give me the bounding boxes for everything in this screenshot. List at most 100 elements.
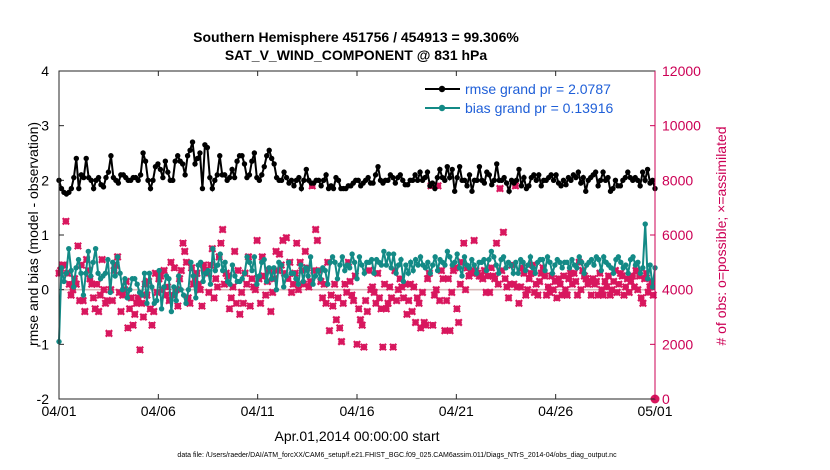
data-file-footer: data file: /Users/raeder/DAI/ATM_forcXX/… <box>177 452 617 459</box>
bias-point <box>249 267 255 274</box>
bias-point <box>527 254 534 260</box>
obs-marker <box>602 282 611 291</box>
obs-marker <box>117 307 125 316</box>
rmse-point <box>291 183 297 189</box>
bias-point <box>310 281 316 287</box>
bias-point <box>356 254 363 260</box>
bias-point <box>513 259 519 266</box>
rmse-point <box>437 166 443 173</box>
obs-marker <box>370 288 379 297</box>
obs-marker <box>571 277 580 286</box>
obs-marker <box>594 291 603 300</box>
bias-point <box>630 254 636 260</box>
rmse-point <box>370 180 376 186</box>
bias-point <box>549 270 556 276</box>
obs-marker <box>346 277 355 286</box>
obs-marker <box>170 263 179 272</box>
obs-marker <box>351 272 360 280</box>
bias-point <box>303 265 309 271</box>
bias-point <box>642 221 648 227</box>
rmse-point <box>637 183 643 189</box>
rmse-point <box>553 172 559 178</box>
obs-marker <box>618 272 627 280</box>
bias-point <box>332 259 338 266</box>
obs-marker <box>337 337 346 346</box>
bias-point <box>466 265 473 271</box>
obs-marker <box>80 307 89 316</box>
bias-point <box>154 297 160 304</box>
obs-marker <box>385 282 394 291</box>
bias-point <box>515 270 521 276</box>
bias-point <box>244 254 250 260</box>
bias-point <box>180 292 187 298</box>
rmse-point <box>58 185 65 192</box>
bias-point <box>456 265 463 271</box>
bias-point <box>229 262 236 268</box>
obs-marker <box>129 321 138 330</box>
obs-marker <box>344 258 353 267</box>
bias-point <box>171 284 177 290</box>
bias-point <box>566 265 573 271</box>
rmse-point <box>160 174 166 181</box>
obs-marker <box>89 293 98 302</box>
rmse-point <box>281 169 287 175</box>
obs-marker <box>458 258 467 267</box>
obs-marker <box>558 291 566 300</box>
rmse-point <box>66 189 72 196</box>
rmse-point <box>625 169 631 175</box>
bias-point <box>598 267 604 274</box>
rmse-point <box>536 172 542 178</box>
bias-point <box>61 278 67 285</box>
rmse-point <box>73 155 80 162</box>
rmse-point <box>494 161 500 167</box>
bias-point <box>381 248 387 255</box>
obs-marker <box>79 296 88 305</box>
plot-frame <box>58 70 656 400</box>
obs-marker <box>232 299 241 308</box>
rmse-point <box>318 183 324 189</box>
bias-point <box>520 259 526 266</box>
obs-marker <box>77 261 86 270</box>
bias-point <box>488 248 495 255</box>
rmse-point <box>68 185 75 192</box>
obs-marker <box>552 293 561 302</box>
bias-point <box>508 262 514 268</box>
obs-marker <box>501 274 510 283</box>
obs-marker <box>325 326 334 335</box>
bias-point <box>408 259 414 266</box>
bias-point <box>102 270 109 276</box>
rmse-point <box>150 177 156 184</box>
rmse-point <box>142 158 149 164</box>
bias-point <box>281 284 287 290</box>
y-right-tick-label: 4000 <box>662 282 693 298</box>
rmse-point <box>533 177 539 184</box>
chart-title-line1: Southern Hemisphere 451756 / 454913 = 99… <box>193 29 519 45</box>
bias-point <box>107 289 113 296</box>
bias-point <box>127 286 133 293</box>
obs-marker <box>266 307 275 316</box>
rmse-point <box>355 177 361 184</box>
obs-marker <box>384 299 392 308</box>
y-right-tick-label: 0 <box>662 391 670 407</box>
obs-marker <box>361 296 370 305</box>
rmse-point <box>449 166 455 173</box>
x-tick-label: 05/01 <box>637 403 672 419</box>
rmse-point <box>563 182 569 188</box>
obs-marker <box>180 247 189 256</box>
bias-point <box>219 267 226 274</box>
rmse-point <box>622 174 629 181</box>
obs-marker <box>246 302 255 311</box>
obs-marker <box>182 258 191 267</box>
rmse-point <box>392 180 399 186</box>
obs-marker <box>611 266 620 275</box>
bias-point <box>305 273 311 279</box>
rmse-point <box>266 147 272 153</box>
bias-point <box>625 270 631 276</box>
obs-marker <box>375 293 384 302</box>
bias-point <box>359 262 365 268</box>
bias-point <box>542 267 548 274</box>
obs-marker <box>564 274 573 283</box>
rmse-point <box>365 174 371 181</box>
obs-marker <box>177 266 186 275</box>
bias-point <box>378 262 385 268</box>
